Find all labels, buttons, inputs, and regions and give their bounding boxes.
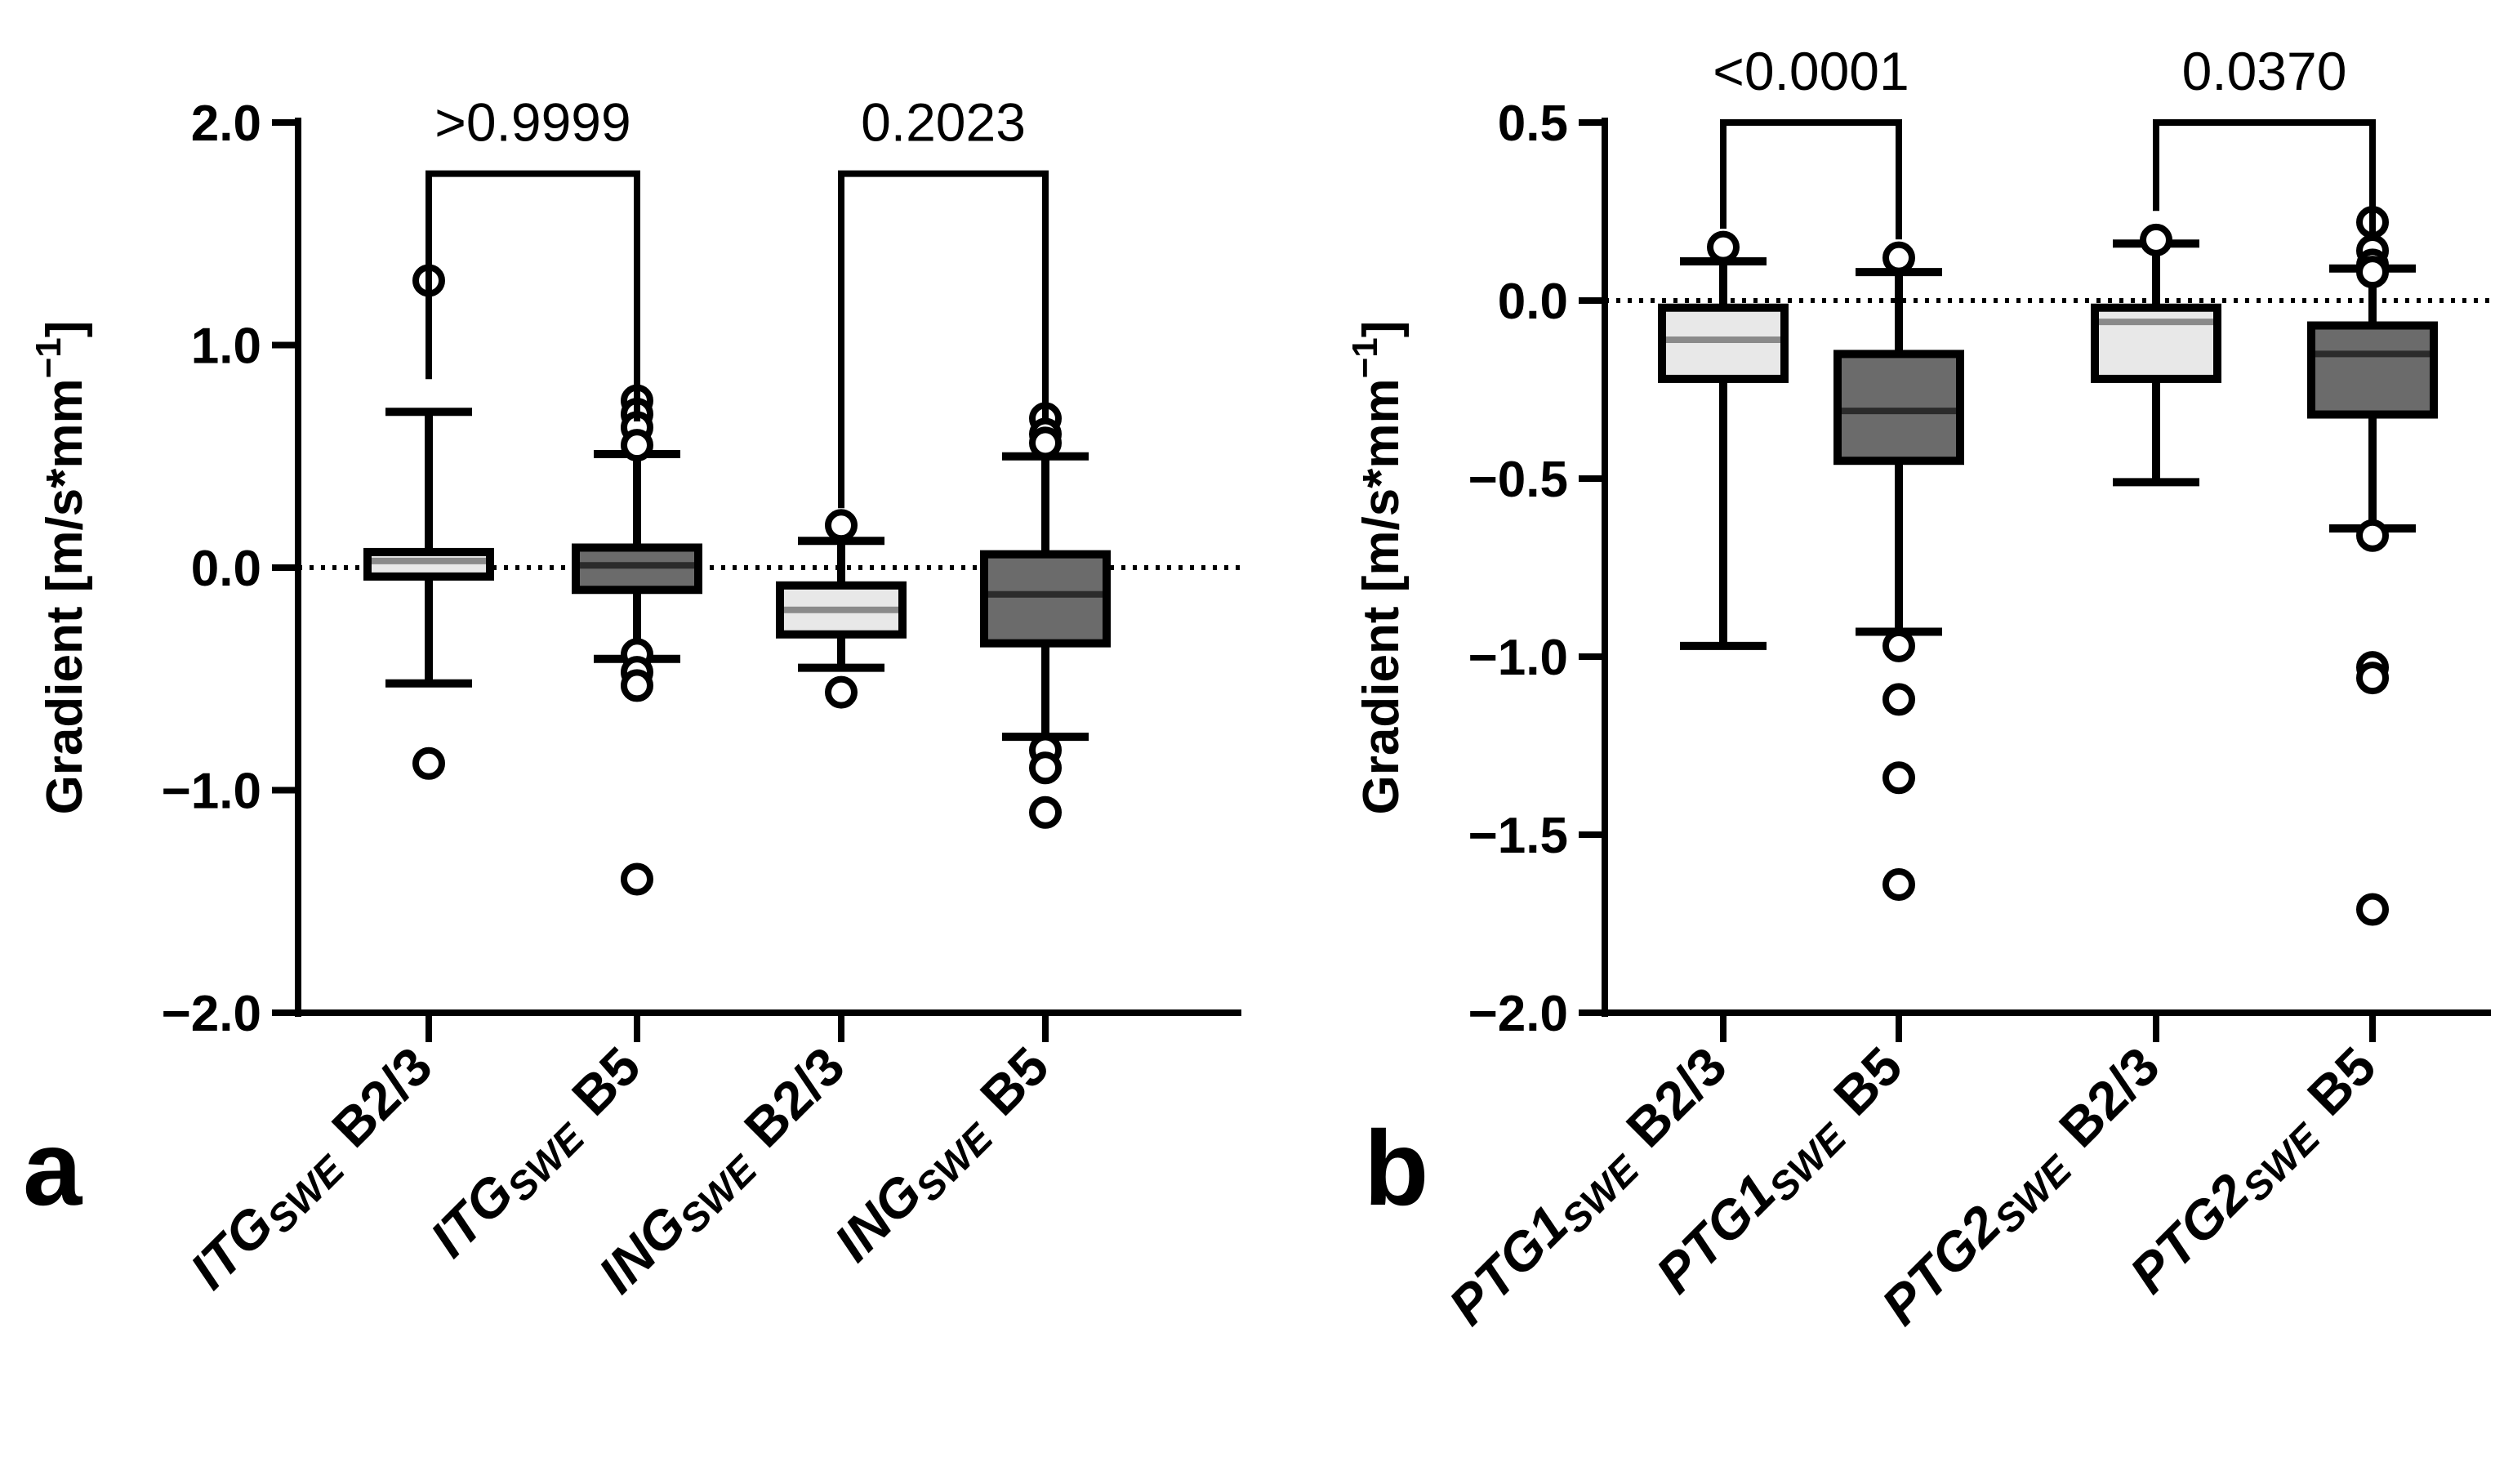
outlier-point (2356, 519, 2389, 552)
box-ing-b5 (980, 402, 1111, 829)
outlier-point (825, 509, 858, 542)
outlier-point (2356, 662, 2389, 695)
outlier-point (1882, 241, 1915, 274)
y-tick-label: 0.5 (1498, 96, 1568, 152)
outlier-point (1882, 761, 1915, 795)
y-tick-label: −1.0 (162, 764, 261, 820)
outlier-point (2140, 223, 2172, 256)
p-value-label: >0.9999 (434, 92, 630, 153)
box-iqr (1658, 303, 1789, 383)
outlier-point (2356, 256, 2389, 289)
outlier-point (1707, 230, 1740, 264)
p-value-label: <0.0001 (1713, 41, 1909, 101)
significance-bracket (2153, 119, 2376, 236)
outlier-point (1029, 426, 1062, 460)
box-iqr (2307, 321, 2438, 419)
panel-letter: b (1364, 1108, 1428, 1228)
outlier-point (1029, 751, 1062, 785)
outlier-point (1029, 795, 1062, 829)
box-iqr (572, 543, 702, 595)
panel-letter: a (23, 1108, 83, 1228)
outlier-point (621, 669, 653, 702)
y-axis-title-close: ] (1353, 321, 1410, 338)
significance-bracket (838, 170, 1049, 509)
y-tick-label: −1.0 (1468, 630, 1568, 686)
y-axis-title-main: Gradient [m/s*mm (1353, 378, 1410, 814)
outlier-point (825, 675, 858, 709)
outlier-point (1882, 868, 1915, 902)
y-axis-title-superscript: −1 (29, 337, 69, 378)
y-tick-label: 0.0 (191, 541, 261, 597)
y-axis-title-superscript: −1 (1345, 337, 1385, 378)
significance-bracket (426, 170, 640, 422)
y-axis-title: Gradient [m/s*mm−1] (1345, 321, 1410, 815)
outlier-point (2356, 893, 2389, 926)
box-iqr (363, 547, 494, 581)
box-ptg2-b5 (2307, 206, 2438, 926)
p-value-label: 0.0370 (2182, 41, 2347, 101)
box-ptg1-b2-3 (1658, 230, 1789, 650)
y-tick-label: 2.0 (191, 96, 261, 152)
y-tick-label: 0.0 (1498, 274, 1568, 330)
box-ptg1-b5 (1833, 241, 1964, 902)
box-ing-b2-3 (776, 509, 907, 709)
outlier-point (621, 429, 653, 462)
box-iqr (1833, 350, 1964, 466)
y-axis-title: Gradient [m/s*mm−1] (29, 321, 93, 815)
p-value-label: 0.2023 (861, 92, 1026, 153)
box-iqr (980, 550, 1111, 648)
outlier-point (1882, 683, 1915, 716)
outlier-point (1882, 629, 1915, 662)
outlier-point (412, 746, 445, 780)
y-axis-title-main: Gradient [m/s*mm (37, 378, 93, 814)
y-tick-label: −1.5 (1468, 808, 1568, 864)
box-ptg2-b2-3 (2091, 223, 2221, 487)
y-tick-label: −0.5 (1468, 452, 1568, 508)
outlier-point (621, 862, 653, 896)
y-tick-label: 1.0 (191, 319, 261, 375)
y-axis-title-close: ] (37, 321, 93, 338)
y-tick-label: −2.0 (1468, 986, 1568, 1042)
y-tick-label: −2.0 (162, 986, 261, 1042)
significance-bracket (1720, 119, 1902, 240)
box-iqr (2091, 303, 2221, 383)
